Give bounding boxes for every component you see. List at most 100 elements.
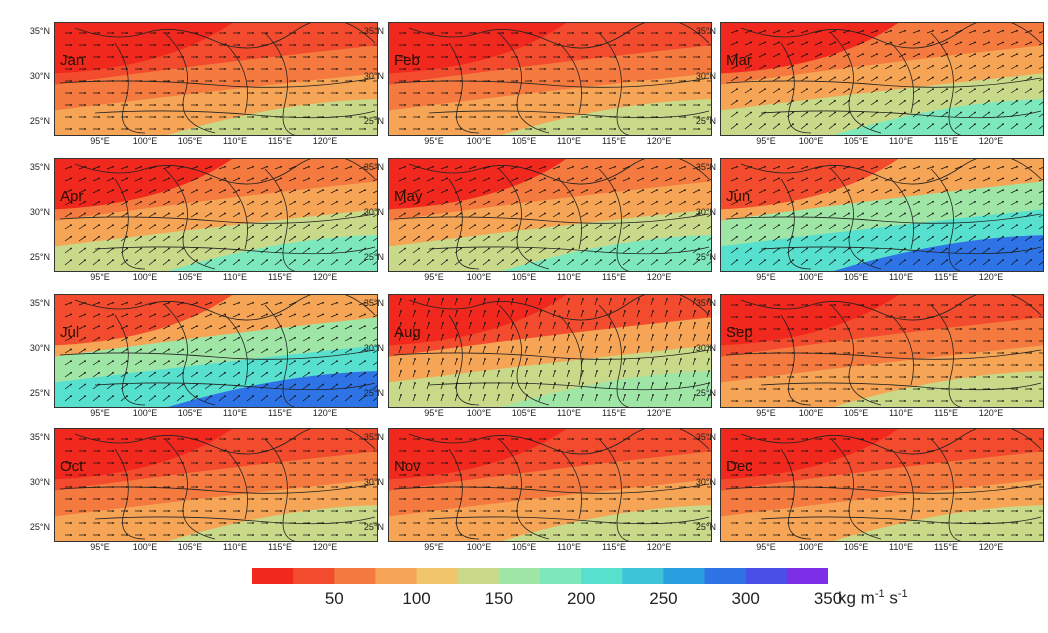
x-tick-label: 105°E <box>843 542 869 552</box>
x-tick-label: 110°E <box>557 272 581 282</box>
x-tick-label: 110°E <box>889 272 913 282</box>
x-tick-label: 95°E <box>90 408 110 418</box>
map-area <box>720 428 1044 542</box>
y-tick-label: 25°N <box>29 388 50 398</box>
month-label: Sep <box>726 324 753 341</box>
colorbar-segment <box>745 568 788 584</box>
x-tick-label: 105°E <box>177 542 203 552</box>
x-tick-label: 110°E <box>889 136 913 146</box>
panel-jun: 35°N 30°N 25°N Jun 95°E 100°E 105°E 110°E 115°E 1… <box>688 150 1048 286</box>
month-label: Aug <box>394 324 421 341</box>
x-tick-label: 120°E <box>646 272 672 282</box>
x-tick-label: 120°E <box>646 408 672 418</box>
x-tick-label: 120°E <box>978 136 1004 146</box>
colorbar-segment <box>704 568 747 584</box>
x-tick-label: 100°E <box>466 408 492 418</box>
colorbar-segment <box>540 568 582 584</box>
y-tick-label: 35°N <box>695 432 716 442</box>
x-tick-label: 105°E <box>511 272 537 282</box>
x-tick-label: 100°E <box>798 542 824 552</box>
x-tick-label: 110°E <box>223 272 247 282</box>
x-tick-label: 100°E <box>798 408 824 418</box>
x-tick-label: 115°E <box>602 542 626 552</box>
colorbar-tick-label: 50 <box>324 589 344 608</box>
x-tick-label: 105°E <box>843 272 869 282</box>
colorbar-unit: kg m-1 s-1 <box>838 588 908 608</box>
map-area <box>54 158 378 272</box>
panel-oct: 35°N 30°N 25°N Oct 95°E 100°E 105°E 110°E 115°E 1… <box>22 420 382 556</box>
month-label: May <box>394 188 423 205</box>
month-label: Mar <box>726 52 752 69</box>
y-tick-label: 25°N <box>29 522 50 532</box>
y-tick-label: 35°N <box>363 432 384 442</box>
y-tick-label: 35°N <box>695 26 716 36</box>
colorbar-tick-label: 350 <box>813 589 843 608</box>
x-tick-label: 95°E <box>424 542 444 552</box>
y-tick-label: 25°N <box>695 252 716 262</box>
map-area <box>388 158 712 272</box>
month-label: Dec <box>726 458 753 475</box>
x-tick-label: 120°E <box>978 542 1004 552</box>
x-tick-label: 105°E <box>177 272 203 282</box>
y-tick-label: 30°N <box>29 477 50 487</box>
x-tick-label: 105°E <box>843 408 869 418</box>
y-tick-label: 35°N <box>363 298 384 308</box>
x-tick-label: 95°E <box>90 542 110 552</box>
x-tick-label: 100°E <box>132 272 158 282</box>
month-label: Apr <box>60 188 84 205</box>
x-tick-label: 115°E <box>934 272 958 282</box>
month-label: Jul <box>60 324 80 341</box>
colorbar-segment <box>375 568 418 584</box>
y-tick-label: 30°N <box>29 343 50 353</box>
colorbar-segment <box>581 568 623 584</box>
x-tick-label: 105°E <box>511 136 537 146</box>
map-area <box>54 22 378 136</box>
map-area <box>388 294 712 408</box>
y-tick-label: 35°N <box>29 432 50 442</box>
colorbar-segment <box>416 568 459 584</box>
colorbar-segment <box>663 568 706 584</box>
month-label: Jun <box>726 188 751 205</box>
panel-jul: 35°N 30°N 25°N Jul 95°E 100°E 105°E 110°E 115°E 1… <box>22 286 382 422</box>
x-tick-label: 110°E <box>889 542 913 552</box>
x-tick-label: 100°E <box>132 408 158 418</box>
month-label: Jan <box>60 52 85 69</box>
x-tick-label: 120°E <box>312 542 338 552</box>
x-tick-label: 115°E <box>268 136 292 146</box>
x-tick-label: 110°E <box>557 136 581 146</box>
map-area <box>388 22 712 136</box>
colorbar-segment <box>622 568 664 584</box>
x-tick-label: 100°E <box>132 542 158 552</box>
colorbar-tick-label: 200 <box>566 589 596 608</box>
x-tick-label: 115°E <box>602 136 626 146</box>
x-tick-label: 100°E <box>466 542 492 552</box>
x-tick-label: 95°E <box>424 408 444 418</box>
colorbar-tick-label: 250 <box>649 589 678 608</box>
x-tick-label: 105°E <box>511 408 537 418</box>
x-tick-label: 115°E <box>268 408 292 418</box>
y-tick-label: 25°N <box>695 388 716 398</box>
y-tick-label: 25°N <box>363 388 384 398</box>
y-tick-label: 30°N <box>363 343 384 353</box>
x-tick-label: 120°E <box>312 272 338 282</box>
y-tick-label: 30°N <box>695 343 716 353</box>
month-label: Nov <box>394 458 421 475</box>
y-tick-label: 30°N <box>363 71 384 81</box>
y-tick-label: 35°N <box>695 298 716 308</box>
panel-jan: 35°N 30°N 25°N Jan 95°E 100°E 105°E 110°E 115°E 1… <box>22 14 382 150</box>
y-tick-label: 35°N <box>695 162 716 172</box>
x-tick-label: 105°E <box>177 136 203 146</box>
x-tick-label: 100°E <box>132 136 158 146</box>
panel-nov: 35°N 30°N 25°N Nov 95°E 100°E 105°E 110°E 115°E 1… <box>356 420 716 556</box>
map-area <box>54 428 378 542</box>
colorbar-segment <box>786 568 828 584</box>
y-tick-label: 25°N <box>695 522 716 532</box>
x-tick-label: 105°E <box>177 408 203 418</box>
x-tick-label: 105°E <box>843 136 869 146</box>
x-tick-label: 115°E <box>268 542 292 552</box>
x-tick-label: 100°E <box>798 272 824 282</box>
map-area <box>54 294 378 408</box>
panel-feb: 35°N 30°N 25°N Feb 95°E 100°E 105°E 110°E 115°E 1… <box>356 14 716 150</box>
panel-dec: 35°N 30°N 25°N Dec 95°E 100°E 105°E 110°E 115°E 1… <box>688 420 1048 556</box>
month-label: Feb <box>394 52 420 69</box>
